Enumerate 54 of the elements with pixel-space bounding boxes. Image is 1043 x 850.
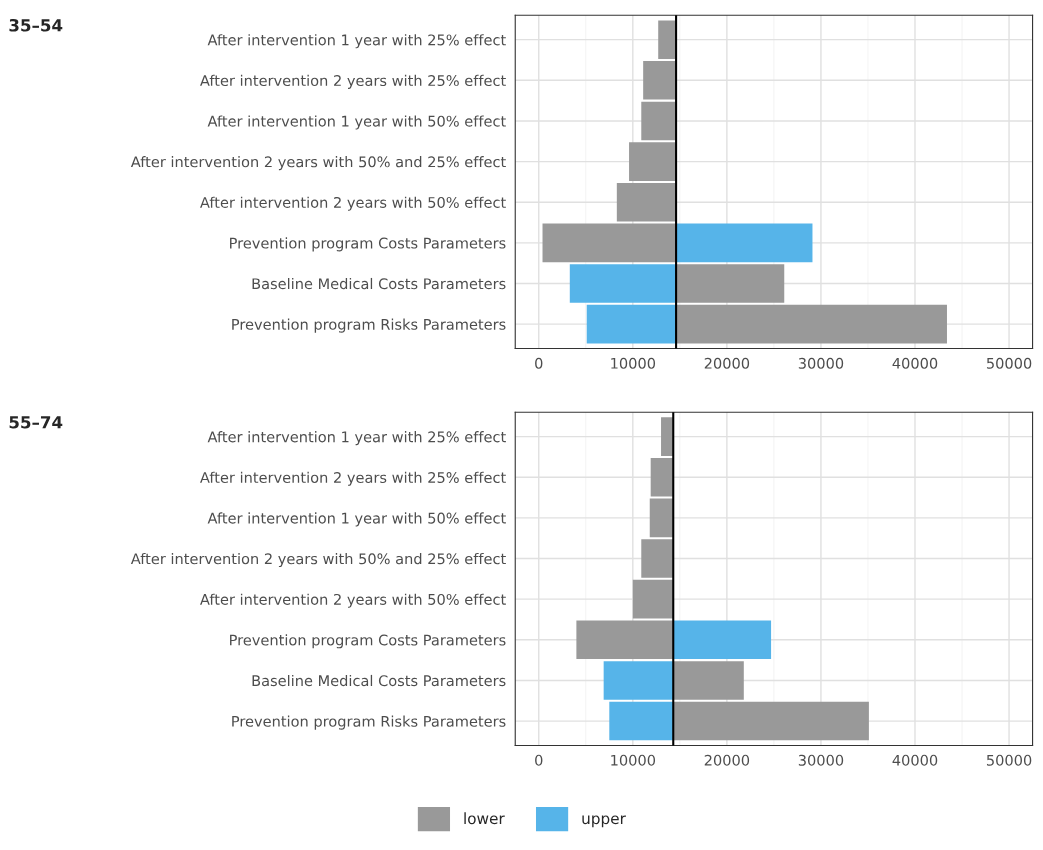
bar xyxy=(586,304,677,344)
bar xyxy=(616,182,677,222)
legend-label: upper xyxy=(582,815,626,828)
bar xyxy=(676,264,785,303)
bar xyxy=(649,498,674,538)
bar xyxy=(603,661,674,700)
bar xyxy=(641,101,677,141)
bar xyxy=(576,620,674,660)
x-tick-label: 20000 xyxy=(704,754,750,766)
bar xyxy=(676,223,813,263)
x-tick-label: 10000 xyxy=(611,754,656,766)
bar xyxy=(673,661,744,700)
y-tick-label: After intervention 1 year with 25% effect xyxy=(207,34,506,49)
bar xyxy=(632,579,674,619)
y-tick-label: Prevention program Costs Parameters xyxy=(230,237,506,252)
bar xyxy=(629,142,677,181)
bar xyxy=(676,304,947,344)
y-tick-label: Prevention program Risks Parameters xyxy=(232,318,506,333)
x-tick-label: 50000 xyxy=(986,754,1032,766)
x-tick-label: 10000 xyxy=(611,357,656,369)
text: 55–74 xyxy=(9,416,63,429)
y-tick-label: Baseline Medical Costs Parameters xyxy=(252,277,506,290)
y-tick-label: After intervention 2 years with 50% effect xyxy=(200,593,506,608)
y-tick-label: After intervention 2 years with 50% and 25% effect xyxy=(130,552,506,568)
y-tick-label: After intervention 2 years with 50% and 25% effect xyxy=(130,156,506,171)
y-tick-label: Prevention program Costs Parameters xyxy=(230,634,506,649)
bar xyxy=(650,457,674,497)
y-tick-label: After intervention 2 years with 25% effect xyxy=(200,74,506,89)
bar xyxy=(569,264,677,303)
text: 35–54 xyxy=(9,18,63,32)
y-tick-label: After intervention 2 years with 50% effect xyxy=(200,196,506,211)
y-tick-label: Baseline Medical Costs Parameters xyxy=(252,674,506,687)
bar xyxy=(609,701,674,741)
y-tick-label: After intervention 1 year with 50% effect xyxy=(207,115,506,130)
y-tick-label: After intervention 1 year with 25% effect xyxy=(207,431,506,446)
x-tick-label: 50000 xyxy=(986,357,1032,369)
x-tick-label: 30000 xyxy=(798,357,844,369)
legend-label: lower xyxy=(464,812,505,825)
y-tick-label: After intervention 2 years with 25% effect xyxy=(200,471,506,486)
bar xyxy=(542,223,677,263)
x-tick-label: 20000 xyxy=(704,357,750,369)
bar xyxy=(673,701,869,741)
x-tick-label: 40000 xyxy=(892,357,938,369)
bar xyxy=(661,417,674,456)
bar xyxy=(643,61,677,100)
bar xyxy=(641,539,674,578)
bar xyxy=(658,20,677,59)
y-tick-label: After intervention 1 year with 50% effect xyxy=(207,512,506,527)
x-tick-label: 0 xyxy=(535,357,543,369)
x-tick-label: 30000 xyxy=(798,754,844,766)
x-tick-label: 0 xyxy=(535,754,543,766)
bar xyxy=(673,620,772,660)
y-tick-label: Prevention program Risks Parameters xyxy=(232,715,506,730)
x-tick-label: 40000 xyxy=(892,754,938,766)
